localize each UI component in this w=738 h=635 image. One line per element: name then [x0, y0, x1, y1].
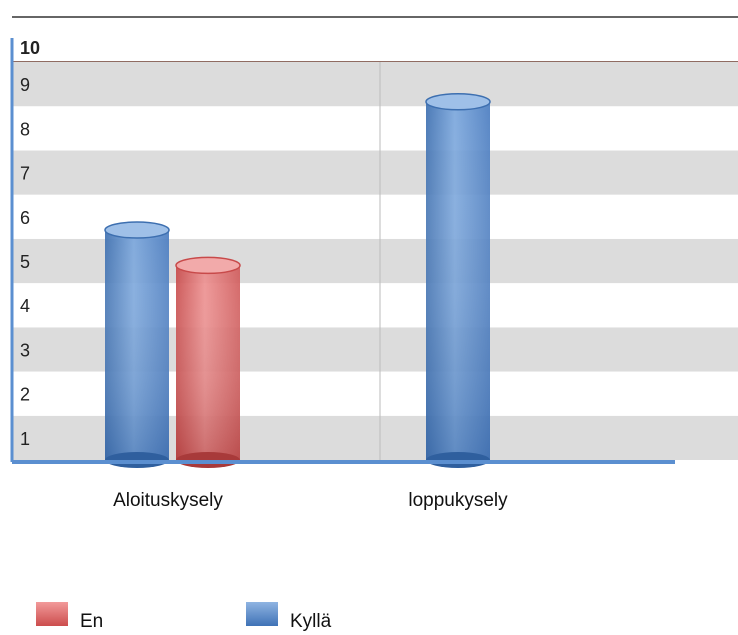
- y-tick-label: 2: [20, 385, 30, 405]
- legend-label: Kyllä: [290, 611, 332, 632]
- bar-kylla-0: [104, 221, 170, 468]
- x-axis-categories: Aloituskysely loppukysely: [113, 490, 508, 511]
- y-tick-label: 8: [20, 119, 30, 139]
- grid-band: [12, 106, 738, 151]
- grid-band: [12, 62, 738, 107]
- x-category-label: loppukysely: [408, 490, 508, 511]
- legend-label: En: [80, 611, 103, 632]
- y-tick-label: 1: [20, 429, 30, 449]
- grid-band: [12, 38, 738, 62]
- legend-swatch-kylla: [246, 602, 278, 626]
- legend-swatch-en: [36, 602, 68, 626]
- y-axis-ticks: 1 2 3 4 5 6 7 8 9 10: [20, 38, 40, 449]
- x-category-label: Aloituskysely: [113, 490, 223, 511]
- y-tick-label: 4: [20, 296, 30, 316]
- bar-kylla-1: [425, 93, 491, 468]
- bar-en-0: [175, 256, 241, 468]
- legend: En Kyllä: [36, 602, 332, 632]
- y-tick-label: 7: [20, 164, 30, 184]
- y-tick-label: 9: [20, 75, 30, 95]
- y-tick-label: 10: [20, 38, 40, 58]
- bars: [104, 93, 491, 468]
- y-tick-label: 6: [20, 208, 30, 228]
- y-tick-label: 5: [20, 252, 30, 272]
- y-tick-label: 3: [20, 340, 30, 360]
- grid-band: [12, 150, 738, 195]
